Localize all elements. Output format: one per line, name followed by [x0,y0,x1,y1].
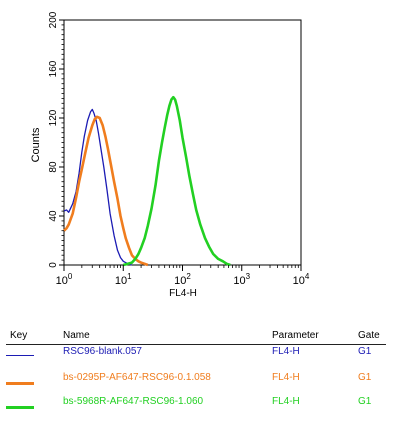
legend-row-gate: G1 [358,346,372,357]
legend-key-line-green [6,406,34,409]
legend-row-orange: bs-0295P-AF647-RSC96-0.1.058 FL4-H G1 [0,372,400,386]
series-line-2 [63,115,149,267]
legend-header-name: Name [63,330,90,341]
legend-header-gate: Gate [358,330,380,341]
legend-row-parameter: FL4-H [272,372,300,383]
x-tick-label: 104 [293,272,310,287]
x-tick-label: 100 [56,272,73,287]
y-axis: 0 40 80 120 160 200 [48,11,64,268]
legend-row-gate: G1 [358,372,372,383]
series-line-1 [63,108,133,266]
histogram-plot: 0 40 80 120 160 200 100 101 102 103 104 Counts FL… [30,11,310,299]
legend-row-blank: RSC96-blank.057 FL4-H G1 [0,346,400,360]
legend-header-key: Key [10,330,28,341]
legend-header-parameter: Parameter [272,330,319,341]
legend-row-name: bs-5968R-AF647-RSC96-1.060 [63,396,204,407]
series-line-3 [122,95,231,267]
legend-divider [6,344,386,345]
legend-key-line-orange [6,382,34,385]
legend-key-line-blank [6,355,34,356]
legend-row-green: bs-5968R-AF647-RSC96-1.060 FL4-H G1 [0,396,400,410]
legend-row-name: RSC96-blank.057 [63,346,142,357]
x-tick-label: 101 [115,272,132,287]
y-tick-label: 160 [48,60,59,77]
y-tick-label: 120 [48,109,59,126]
y-tick-label: 200 [48,11,59,28]
legend-row-name: bs-0295P-AF647-RSC96-0.1.058 [63,372,211,383]
legend-row-parameter: FL4-H [272,396,300,407]
x-tick-label: 103 [233,272,250,287]
legend-row-gate: G1 [358,396,372,407]
legend-header: Key Name Parameter Gate [0,330,400,344]
x-tick-label: 102 [174,272,191,287]
y-axis-label: Counts [30,127,42,162]
y-tick-label: 0 [48,262,59,268]
x-axis-label: FL4-H [169,288,197,299]
y-tick-label: 40 [48,210,59,222]
x-axis: 100 101 102 103 104 [56,265,310,287]
series-layer [63,95,231,267]
y-tick-label: 80 [48,161,59,173]
legend-row-parameter: FL4-H [272,346,300,357]
